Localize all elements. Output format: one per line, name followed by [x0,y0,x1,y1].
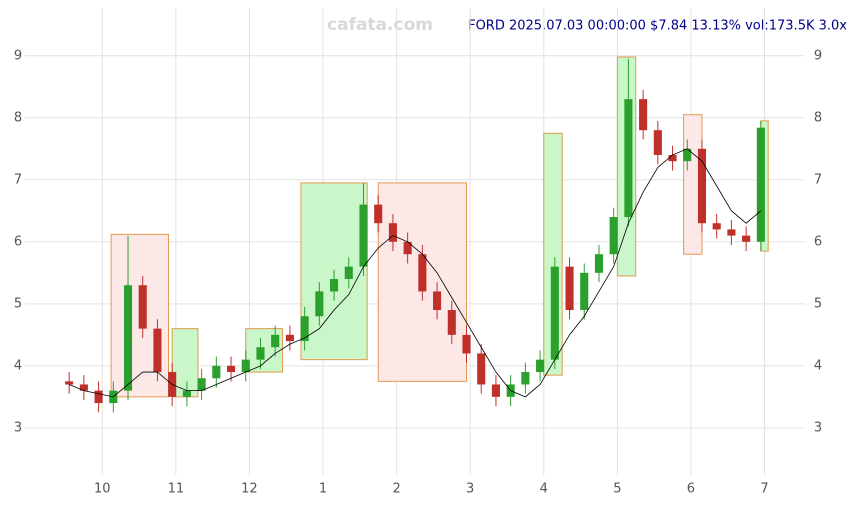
chart-title: FORD 2025.07.03 00:00:00 $7.84 13.13% vo… [468,19,847,34]
candle-body [256,347,265,360]
candle-body [639,99,648,131]
candle-body [580,272,589,311]
y-tick-label: 4 [14,358,22,373]
candle-body [742,235,751,242]
candle-body [683,148,692,162]
candle-body [271,334,280,348]
y-tick-label-right: 6 [814,234,822,249]
x-tick-label: 2 [392,482,400,497]
y-tick-label-right: 7 [814,172,822,187]
candle-body [344,266,353,280]
y-tick-label: 5 [14,296,22,311]
candle-body [212,365,221,379]
x-tick-label: 11 [168,482,185,497]
y-tick-label: 7 [14,172,22,187]
y-tick-label-right: 3 [814,420,822,435]
candle-body [418,254,427,292]
x-tick-label: 5 [613,482,621,497]
candle-body [521,372,530,385]
candle-body [285,334,294,342]
x-tick-label: 12 [241,482,258,497]
candle-body [153,328,162,373]
candle-body [403,241,412,255]
y-tick-label: 8 [14,110,22,125]
candle-body [300,316,309,342]
y-tick-label-right: 8 [814,110,822,125]
candle-body [491,384,500,397]
candle-body [462,334,471,354]
candle-body [477,353,486,385]
y-tick-label-right: 9 [814,48,822,63]
y-tick-label-right: 5 [814,296,822,311]
candle-body [624,99,633,218]
x-tick-label: 7 [760,482,768,497]
y-tick-label: 9 [14,48,22,63]
candle-body [550,266,559,360]
candle-body [447,310,456,335]
candle-body [565,266,574,311]
moving-average [68,148,762,398]
x-tick-label: 1 [319,482,327,497]
candle-body [668,154,677,162]
candle-body [315,291,324,317]
candle-body [197,378,206,391]
candle-body [241,359,250,373]
candle-body [609,217,618,255]
x-tick-label: 10 [94,482,111,497]
y-tick-label: 3 [14,420,22,435]
candle-body [756,127,765,242]
candle-body [226,365,236,373]
x-tick-label: 6 [687,482,695,497]
candle-body [433,291,442,311]
candle-body [94,390,103,404]
candle-body [359,204,368,267]
candle-body [182,390,191,397]
candle-body [697,148,707,224]
x-tick-label: 4 [540,482,548,497]
x-tick-label: 3 [466,482,474,497]
y-tick-label-right: 4 [814,358,822,373]
candle-body [330,279,339,292]
candle-body [594,254,604,273]
candle-body [727,229,736,236]
watermark: cafata.com [327,15,433,35]
candle-body [123,285,133,391]
candle-body [712,223,721,230]
candle-body [79,384,88,391]
candle-body [388,223,397,242]
candle-body [138,285,147,329]
candle-body [653,130,662,155]
candle-body [374,204,383,224]
y-tick-label: 6 [14,234,22,249]
candle-body [65,381,74,385]
candle-body [536,359,545,373]
